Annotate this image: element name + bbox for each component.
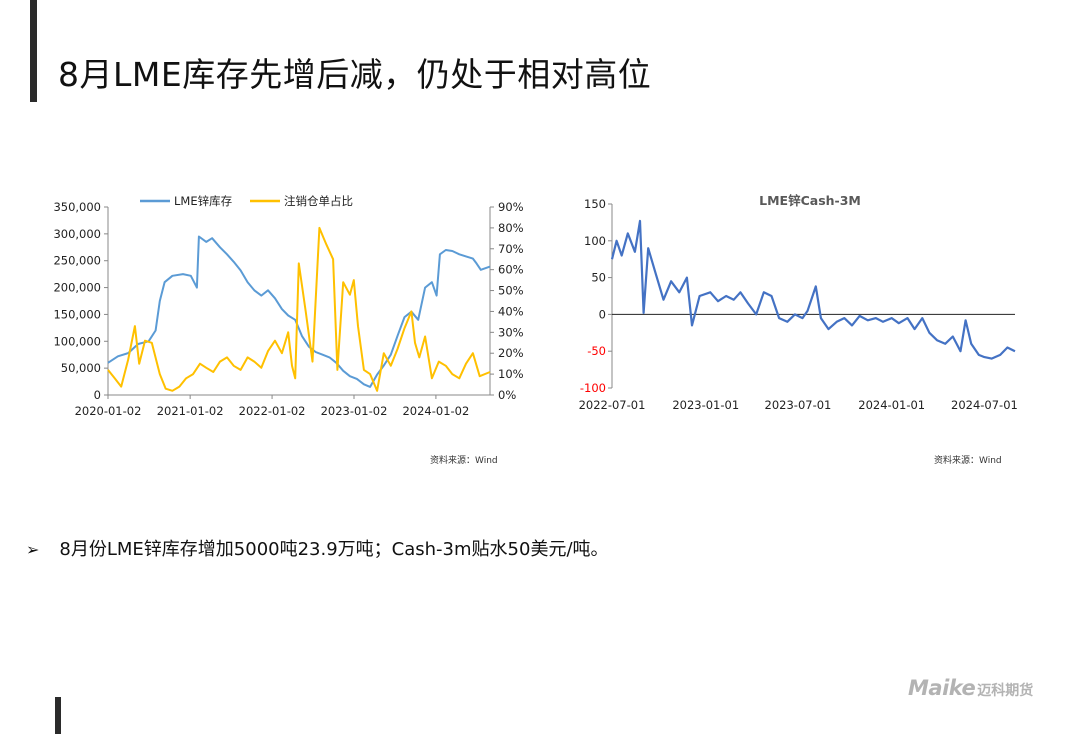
bullet-arrow-icon: ➢ xyxy=(26,540,40,559)
title-accent-bar xyxy=(30,0,37,102)
inventory-series-line xyxy=(107,235,491,388)
legend-label: LME锌库存 xyxy=(174,194,232,208)
chart2-x-tick-label: 2024-01-01 xyxy=(858,398,925,412)
chart1-source: 资料来源：Wind xyxy=(430,456,498,466)
chart2-x-tick-label: 2023-07-01 xyxy=(765,398,832,412)
cancelled-warrant-ratio-line xyxy=(107,226,491,392)
chart1-right-tick-label: 30% xyxy=(498,325,524,339)
chart2-y-tick-label: 150 xyxy=(584,197,606,211)
chart1-right-tick-label: 40% xyxy=(498,304,524,318)
logo-name: 迈科期货 xyxy=(977,683,1034,699)
chart2-x-tick-label: 2022-07-01 xyxy=(579,398,646,412)
chart2-x-tick-label: 2023-01-01 xyxy=(672,398,739,412)
company-logo: Maike 迈科期货 xyxy=(908,676,1033,700)
chart2-y-tick-label: 0 xyxy=(599,307,606,321)
chart1-right-tick-label: 90% xyxy=(498,200,524,214)
chart1-left-tick-label: 350,000 xyxy=(53,200,101,214)
logo-mark: Maike xyxy=(908,676,976,700)
chart1-x-tick-label: 2023-01-02 xyxy=(321,404,388,418)
chart2-title: LME锌Cash-3M xyxy=(759,193,861,208)
chart1-left-tick-label: 100,000 xyxy=(53,334,101,348)
legend-label: 注销仓单占比 xyxy=(284,194,353,208)
chart1-right-tick-label: 20% xyxy=(498,346,524,360)
chart1-x-tick-label: 2024-01-02 xyxy=(402,404,469,418)
chart1-left-tick-label: 50,000 xyxy=(61,361,101,375)
chart1-x-tick-label: 2021-01-02 xyxy=(157,404,224,418)
chart1-right-tick-label: 80% xyxy=(498,221,524,235)
summary-bullet: ➢ 8月份LME锌库存增加5000吨23.9万吨；Cash-3m贴水50美元/吨。 xyxy=(26,535,609,561)
chart1-left-tick-label: 250,000 xyxy=(53,254,101,268)
cash-3m-series-line xyxy=(610,219,1016,360)
chart1-left-tick-label: 150,000 xyxy=(53,307,101,321)
summary-text: 8月份LME锌库存增加5000吨23.9万吨；Cash-3m贴水50美元/吨。 xyxy=(59,539,609,560)
chart1-right-tick-label: 70% xyxy=(498,242,524,256)
chart2-source: 资料来源：Wind xyxy=(934,456,1002,466)
chart1-x-tick-label: 2022-01-02 xyxy=(239,404,306,418)
chart1-right-tick-label: 60% xyxy=(498,263,524,277)
chart2-x-tick-label: 2024-07-01 xyxy=(951,398,1018,412)
page-title: 8月LME库存先增后减，仍处于相对高位 xyxy=(58,55,652,94)
chart1-left-tick-label: 200,000 xyxy=(53,281,101,295)
chart2-y-tick-label: -100 xyxy=(580,381,606,395)
chart1-right-tick-label: 10% xyxy=(498,367,524,381)
chart1-right-tick-label: 0% xyxy=(498,388,516,402)
chart1-left-tick-label: 0 xyxy=(94,388,101,402)
cash-3m-chart: LME锌Cash-3M 150 100 50 0 -50 -100 2022-07-01 20… xyxy=(579,193,1018,412)
chart1-left-tick-label: 300,000 xyxy=(53,227,101,241)
chart1-x-tick-label: 2020-01-02 xyxy=(75,404,142,418)
chart1-right-tick-label: 50% xyxy=(498,284,524,298)
footer-accent-bar xyxy=(55,697,61,734)
chart2-y-tick-label: 100 xyxy=(584,234,606,248)
inventory-chart: 0 50,000 100,000 150,000 200,000 250,000 300,0… xyxy=(53,194,524,418)
chart2-y-tick-label: 50 xyxy=(591,271,606,285)
chart2-y-tick-label: -50 xyxy=(587,344,606,358)
